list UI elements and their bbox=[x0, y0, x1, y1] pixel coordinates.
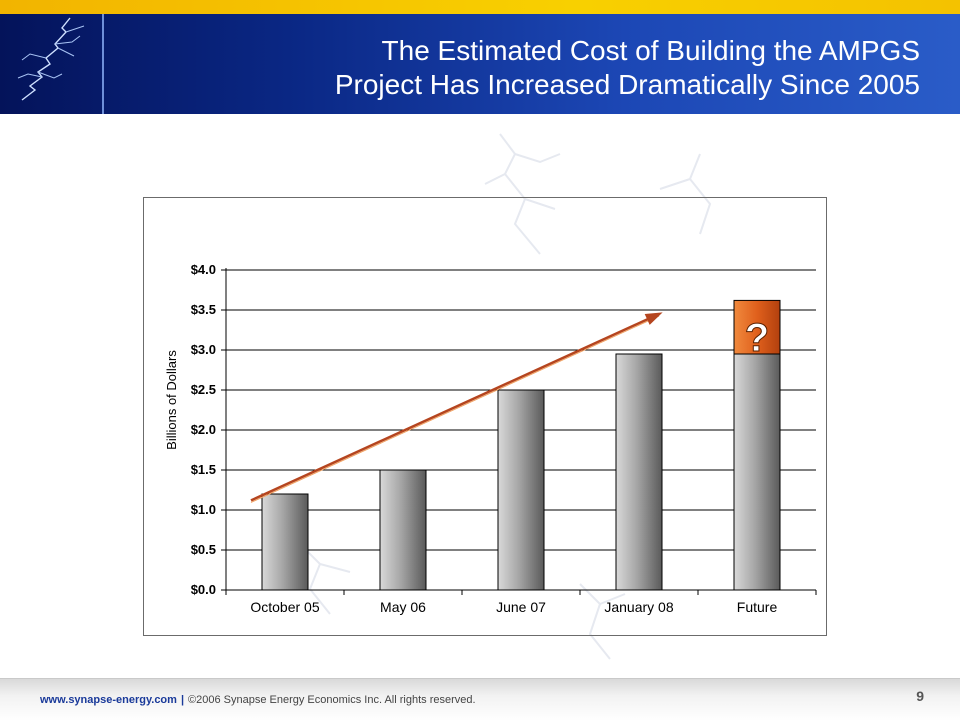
trend-arrow-highlight bbox=[250, 315, 660, 503]
footer-bar bbox=[0, 678, 960, 721]
y-tick-label: $0.5 bbox=[191, 542, 216, 557]
chart-frame: $0.0 $0.5 $1.0 $1.5 $2.0 $2.5 $3.0 $3.5 $4.0 Octo… bbox=[143, 197, 827, 636]
slide-header: The Estimated Cost of Building the AMPGS… bbox=[0, 14, 960, 114]
trend-arrow-head bbox=[644, 312, 663, 325]
top-accent-strip bbox=[0, 0, 960, 14]
y-tick-label: $2.0 bbox=[191, 422, 216, 437]
y-tick-label: $2.5 bbox=[191, 382, 216, 397]
slide-title-line-2: Project Has Increased Dramatically Since… bbox=[334, 69, 920, 100]
footer-separator: | bbox=[180, 694, 185, 706]
bar-october-05 bbox=[261, 493, 309, 591]
slide-title: The Estimated Cost of Building the AMPGS… bbox=[160, 34, 920, 102]
lightning-logo bbox=[0, 14, 104, 114]
y-tick-label: $4.0 bbox=[191, 262, 216, 277]
footer-copyright: ©2006 Synapse Energy Economics Inc. All … bbox=[188, 694, 476, 706]
trend-arrow-line bbox=[250, 312, 660, 502]
y-tick-label: $0.0 bbox=[191, 582, 216, 597]
footer: www.synapse-energy.com | ©2006 Synapse Ene… bbox=[40, 694, 476, 706]
bar-may-06 bbox=[379, 469, 427, 591]
bar-chart: $0.0 $0.5 $1.0 $1.5 $2.0 $2.5 $3.0 $3.5 $4.0 Octo… bbox=[164, 262, 817, 615]
y-axis-label: Billions of Dollars bbox=[164, 350, 179, 450]
question-mark-label: ? bbox=[745, 316, 769, 360]
x-category-label: Future bbox=[737, 599, 778, 615]
x-category-label: January 08 bbox=[604, 599, 673, 615]
footer-url-link[interactable]: www.synapse-energy.com bbox=[40, 694, 177, 706]
y-tick-label: $3.5 bbox=[191, 302, 216, 317]
bar-future bbox=[733, 353, 781, 591]
x-category-label: October 05 bbox=[250, 599, 319, 615]
y-tick-label: $1.5 bbox=[191, 462, 216, 477]
uncertainty-box bbox=[733, 299, 781, 355]
y-tick-label: $1.0 bbox=[191, 502, 216, 517]
bar-june-07 bbox=[497, 389, 545, 591]
slide-title-line-1: The Estimated Cost of Building the AMPGS bbox=[381, 35, 920, 66]
bar-january-08 bbox=[615, 353, 663, 591]
y-tick-label: $3.0 bbox=[191, 342, 216, 357]
x-category-label: May 06 bbox=[380, 599, 426, 615]
page-number: 9 bbox=[916, 688, 924, 704]
x-category-label: June 07 bbox=[496, 599, 546, 615]
background-lightning-art bbox=[299, 133, 712, 660]
